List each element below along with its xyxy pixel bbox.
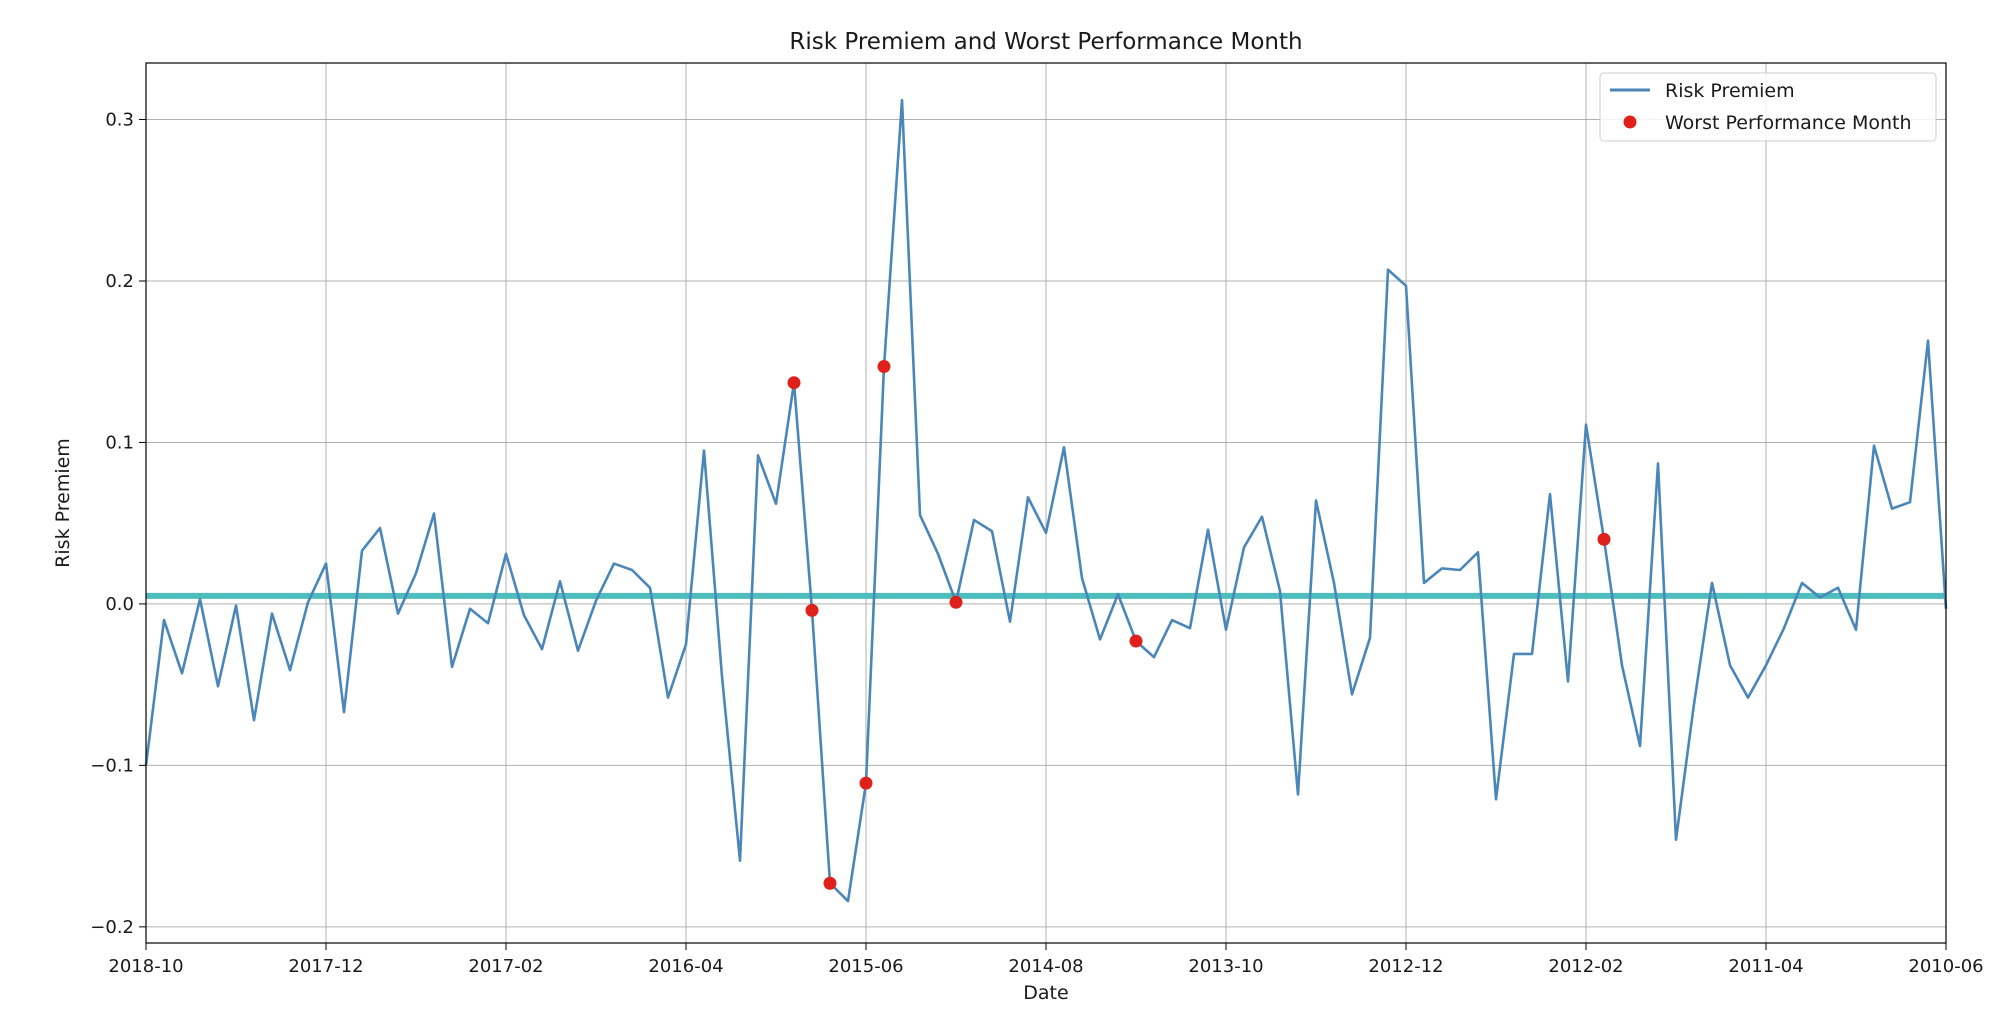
x-tick-label: 2017-02	[468, 956, 543, 977]
x-tick-label: 2010-06	[1908, 956, 1983, 977]
x-tick-label: 2018-10	[108, 956, 183, 977]
y-tick-label: −0.2	[90, 917, 134, 938]
y-tick-label: 0.0	[105, 594, 134, 615]
y-axis-label: Risk Premiem	[52, 438, 74, 568]
worst-month-point	[805, 603, 819, 617]
series-layer	[144, 98, 1948, 903]
y-tick-label: 0.3	[105, 110, 134, 131]
x-tick-label: 2016-04	[648, 956, 723, 977]
x-axis-label: Date	[1023, 982, 1068, 1004]
grid-layer	[145, 63, 1947, 943]
x-tick-label: 2011-04	[1728, 956, 1803, 977]
x-tick-label: 2017-12	[288, 956, 363, 977]
x-tick-label: 2012-02	[1548, 956, 1623, 977]
worst-month-point	[823, 876, 837, 890]
y-tick-label: 0.2	[105, 271, 134, 292]
x-tick-label: 2012-12	[1368, 956, 1443, 977]
worst-month-point	[1597, 532, 1611, 546]
chart-title: Risk Premiem and Worst Performance Month	[789, 29, 1302, 55]
legend: Risk Premiem Worst Performance Month	[1599, 72, 1937, 142]
y-tick-label: 0.1	[105, 432, 134, 453]
x-tick-label: 2015-06	[828, 956, 903, 977]
x-tick-label: 2013-10	[1188, 956, 1263, 977]
worst-month-point	[949, 595, 963, 609]
legend-label-risk-premiem: Risk Premiem	[1665, 80, 1795, 102]
legend-marker-swatch	[1623, 115, 1637, 129]
series-line-risk-premiem	[144, 98, 1948, 903]
worst-month-point	[1129, 634, 1143, 648]
tick-layer: 2018-10 2017-12 2017-02 2016-04 2015-06 2014-…	[90, 110, 1983, 977]
worst-month-point	[787, 376, 801, 390]
worst-month-point	[859, 776, 873, 790]
worst-month-point	[877, 360, 891, 374]
y-tick-label: −0.1	[90, 755, 134, 776]
x-tick-label: 2014-08	[1008, 956, 1083, 977]
legend-box	[1599, 72, 1937, 142]
legend-label-worst-performance-month: Worst Performance Month	[1665, 112, 1912, 134]
